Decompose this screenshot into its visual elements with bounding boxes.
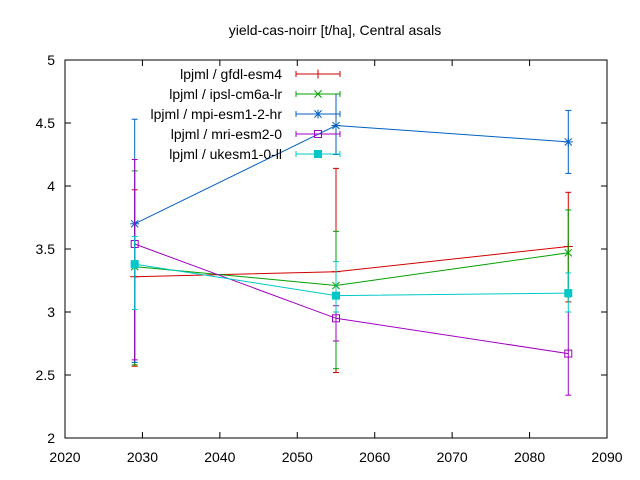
- series-1: [130, 167, 573, 373]
- legend-label: lpjml / ukesm1-0-ll: [169, 146, 282, 162]
- data-point-marker: [564, 137, 573, 146]
- legend-label: lpjml / mri-esm2-0: [171, 126, 282, 142]
- y-tick-label: 2.5: [36, 367, 56, 383]
- legend-label: lpjml / mpi-esm1-2-hr: [151, 106, 283, 122]
- data-point-marker: [564, 349, 573, 358]
- x-tick-label: 2090: [591, 449, 622, 465]
- data-point-marker: [332, 291, 340, 300]
- series-line: [134, 252, 569, 287]
- data-point-marker: [314, 150, 322, 158]
- x-tick-label: 2080: [514, 449, 545, 465]
- axis-ticks: 2020 2030 2040 2050 2060 2070 2080 2090 2 2.5 3 3.5…: [36, 52, 623, 465]
- x-tick-label: 2030: [127, 449, 158, 465]
- x-tick-label: 2040: [204, 449, 235, 465]
- data-point-marker: [130, 260, 139, 269]
- x-tick-label: 2060: [359, 449, 390, 465]
- y-tick-label: 4: [47, 178, 55, 194]
- y-tick-label: 2: [47, 430, 55, 446]
- x-tick-label: 2020: [49, 449, 80, 465]
- x-tick-label: 2070: [437, 449, 468, 465]
- data-point-marker: [564, 248, 573, 257]
- legend-label: lpjml / gfdl-esm4: [180, 66, 282, 82]
- chart-title: yield-cas-noirr [t/ha], Central asals: [229, 22, 441, 38]
- data-point-marker: [332, 121, 340, 130]
- y-tick-label: 4.5: [36, 115, 56, 131]
- data-point-marker: [314, 110, 322, 118]
- x-tick-label: 2050: [282, 449, 313, 465]
- series-line: [134, 243, 569, 355]
- series-line: [134, 263, 569, 297]
- y-tick-label: 5: [47, 52, 55, 68]
- data-point-marker: [314, 90, 322, 98]
- legend: lpjml / gfdl-esm4 lpjml / ipsl-cm6a-lr lpj…: [151, 66, 341, 162]
- data-point-marker: [564, 289, 573, 298]
- data-point-marker: [314, 130, 322, 138]
- series-5: [130, 235, 573, 313]
- y-tick-label: 3.5: [36, 241, 56, 257]
- plot-frame: [64, 59, 608, 439]
- legend-label: lpjml / ipsl-cm6a-lr: [169, 86, 282, 102]
- series-layer: [130, 93, 573, 396]
- data-point-marker: [332, 314, 340, 323]
- y-tick-label: 3: [47, 304, 55, 320]
- series-4: [130, 159, 573, 396]
